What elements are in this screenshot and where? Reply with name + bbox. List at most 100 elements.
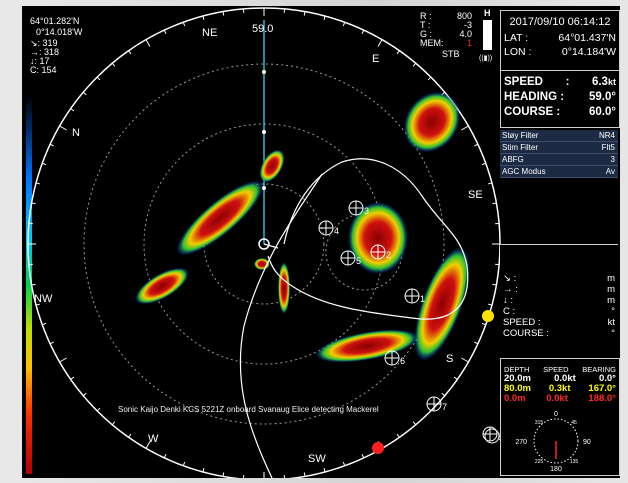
target-marker[interactable]: 4: [318, 220, 339, 236]
bearing-tick: [59, 125, 67, 131]
bearing-tick: [361, 29, 365, 34]
filter-label: AGC Modus: [502, 167, 546, 176]
bearing-tick: [163, 454, 167, 459]
bearing-tick: [342, 22, 346, 27]
readout-value: : 319: [37, 38, 58, 48]
compass-nw: NW: [34, 293, 53, 305]
target-marker[interactable]: 7: [426, 396, 447, 412]
bearing-tick: [412, 421, 417, 426]
filter-value: 3: [610, 155, 615, 164]
compass-n: N: [72, 127, 80, 139]
letter-c: C: [30, 65, 37, 75]
mini-compass-nw: 315: [535, 420, 544, 426]
r-label: R :: [420, 11, 432, 21]
target-marker-label: 7: [442, 402, 447, 412]
speaker-icon[interactable]: ((▮)): [479, 55, 493, 62]
filter-item[interactable]: AGC Modus Av: [500, 166, 618, 178]
current-row: 0.0m 0.0kt 188.0°: [501, 394, 619, 404]
bearing-tick: [31, 283, 36, 286]
target-info-label: SPEED :: [503, 317, 541, 328]
filter-label: ABFG: [502, 155, 524, 164]
bearing-tick: [202, 15, 205, 21]
ship-track: [239, 173, 323, 478]
filter-item[interactable]: Støy Filter NR4: [500, 130, 618, 142]
bearing-tick: [42, 162, 47, 166]
bearing-tick: [396, 433, 400, 438]
sonar-display[interactable]: 12345678: [22, 6, 620, 478]
datetime: 2017/09/10 06:14:12: [509, 16, 611, 28]
filter-value: NR4: [598, 131, 615, 140]
compass-se: SE: [468, 189, 483, 201]
bearing-tick: [323, 467, 326, 473]
bearing-tick: [412, 62, 417, 67]
bearing-tick: [128, 50, 132, 55]
target-info-unit: m: [607, 295, 615, 306]
bearing-tick: [182, 461, 186, 466]
gain-bar[interactable]: [483, 20, 492, 50]
speed-label: SPEED: [504, 76, 543, 88]
filter-value: Av: [605, 167, 615, 176]
bearing-tick: [461, 125, 469, 131]
speed-value: 6.3: [591, 76, 608, 88]
target-info-unit: m: [607, 273, 615, 284]
current-table-box: DEPTH SPEED BEARING 20.0m 0.0kt 0.0° 80.0m 0…: [500, 358, 620, 476]
target-marker[interactable]: 1: [404, 288, 425, 304]
compass-e: E: [372, 53, 380, 65]
compass-w: W: [148, 433, 159, 445]
bearing-tick: [70, 108, 75, 112]
ship-track: [267, 158, 469, 320]
bearing-tick: [487, 182, 493, 185]
target-marker[interactable]: 6: [384, 350, 405, 366]
mem-value: 1: [466, 38, 472, 48]
target-marker[interactable]: 3: [348, 200, 369, 216]
target-info-unit: m: [607, 284, 615, 295]
bearing-tick: [492, 202, 497, 205]
lat-label: LAT :: [504, 32, 529, 44]
bearing-tick: [492, 283, 497, 286]
own-ship-icon[interactable]: [258, 238, 279, 250]
readout-value: : 154: [36, 65, 57, 75]
bearing-tick: [82, 91, 87, 96]
bearing-tick: [145, 39, 151, 47]
filter-item[interactable]: ABFG 3: [500, 154, 618, 166]
target-info-row: ↘ : m: [500, 273, 618, 284]
position-lat: 64°01.282'N: [30, 16, 80, 26]
bearing-tick: [31, 202, 36, 205]
letter-c: C :: [503, 306, 516, 317]
bearing-tick: [182, 22, 186, 27]
filter-value: Flt5: [601, 143, 615, 152]
target-marker[interactable]: 5: [340, 250, 361, 266]
target-marker[interactable]: 2: [370, 244, 391, 260]
arrow-down-right-icon: ↘: [30, 38, 38, 48]
filter-item[interactable]: Stim Filter Flt5: [500, 142, 618, 154]
bearing-tick: [481, 162, 486, 166]
bearing-tick: [427, 76, 432, 81]
g-label: G :: [420, 29, 433, 39]
arrow-down-icon: ↓: [30, 56, 35, 66]
mini-compass-right: 90: [583, 439, 591, 446]
bearing-tick: [49, 143, 54, 147]
mini-compass-left: 270: [515, 439, 527, 446]
bearing-tick: [361, 454, 365, 459]
lat-value: 64°01.437'N: [558, 32, 616, 44]
mini-compass: 0 180 270 90 315 45 225 135: [515, 411, 591, 473]
bearing-tick: [396, 50, 400, 55]
arrow-right-icon: →: [30, 47, 39, 57]
heading-dot: [262, 70, 266, 74]
bearing-tick: [377, 39, 383, 47]
readout-value: : 318: [39, 47, 60, 57]
red-marker-icon[interactable]: [372, 442, 384, 454]
course-value: 60.0°: [589, 106, 616, 118]
readout-row: ↓: 17: [30, 57, 59, 66]
yellow-marker-icon[interactable]: [482, 310, 494, 322]
cell-bearing: 0.0°: [598, 373, 616, 384]
bearing-tick: [70, 376, 75, 380]
bearing-tick: [303, 11, 306, 16]
r-value: 800: [456, 11, 472, 21]
g-value: 4.0: [459, 29, 472, 39]
color-scale-bar: [26, 94, 32, 474]
target-marker-label: 1: [420, 294, 425, 304]
cell-depth: 0.0m: [504, 393, 526, 404]
current-row: 80.0m 0.3kt 167.0°: [501, 384, 619, 394]
bearing-tick: [145, 441, 151, 449]
